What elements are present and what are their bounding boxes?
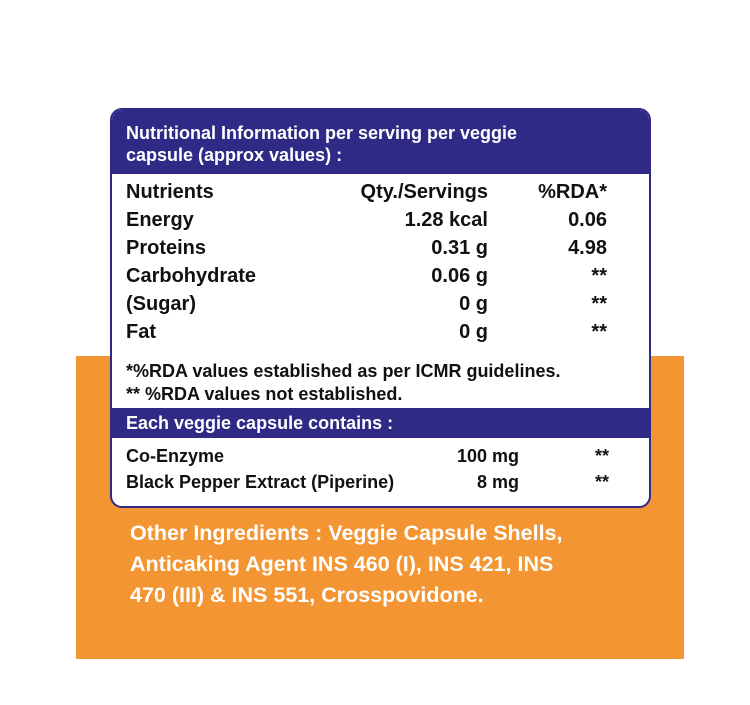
nutrition-title-line2: capsule (approx values) : [126,145,343,165]
ingredient-rda: ** [594,446,609,466]
column-header-nutrients: Nutrients [126,181,214,203]
nutrient-qty: 0.06 g [431,265,488,287]
other-ingredients-line1: Other Ingredients : Veggie Capsule Shell… [130,521,563,545]
nutrition-header-band: Nutritional Information per serving per … [112,110,649,174]
table-row: (Sugar) 0 g ** [112,290,649,318]
footnote-rda-not-established: ** %RDA values not established. [126,384,403,404]
capsule-contents-header-band: Each veggie capsule contains : [112,408,649,438]
other-ingredients-line2: Anticaking Agent INS 460 (I), INS 421, I… [130,552,554,576]
nutrient-name: (Sugar) [126,293,196,315]
nutrient-qty: 0 g [459,293,488,315]
nutrition-info-card: Nutritional Information per serving per … [110,108,651,508]
nutrient-qty: 0.31 g [431,237,488,259]
capsule-contents-title: Each veggie capsule contains : [126,413,394,433]
ingredient-qty: 100 mg [456,446,519,466]
column-header-qty: Qty./Servings [360,181,488,203]
other-ingredients-text: Other Ingredients : Veggie Capsule Shell… [130,518,670,611]
table-row: Fat 0 g ** [112,318,649,346]
ingredient-name: Black Pepper Extract (Piperine) [126,472,395,492]
ingredient-name: Co-Enzyme [126,446,225,466]
nutrition-title-line1: Nutritional Information per serving per … [126,123,518,143]
nutrient-rda: 4.98 [568,237,607,259]
footnote-rda-established: *%RDA values established as per ICMR gui… [126,361,561,381]
nutrient-name: Proteins [126,237,207,259]
table-row: Proteins 0.31 g 4.98 [112,234,649,262]
list-item: Co-Enzyme 100 mg ** [112,443,649,469]
nutrient-name: Energy [126,209,194,231]
nutrient-rda: ** [591,265,607,287]
nutrient-name: Fat [126,321,156,343]
nutrient-name: Carbohydrate [126,265,257,287]
nutrient-qty: 0 g [459,321,488,343]
nutrient-rda: 0.06 [568,209,607,231]
nutrition-table-header-row: Nutrients Qty./Servings %RDA* [112,178,649,206]
other-ingredients-line3: 470 (III) & INS 551, Crosspovidone. [130,583,484,607]
nutrient-qty: 1.28 kcal [404,209,488,231]
table-row: Carbohydrate 0.06 g ** [112,262,649,290]
nutrient-rda: ** [591,321,607,343]
column-header-rda: %RDA* [538,181,607,203]
nutrient-rda: ** [591,293,607,315]
table-row: Energy 1.28 kcal 0.06 [112,206,649,234]
ingredient-qty: 8 mg [476,472,519,492]
ingredient-rda: ** [594,472,609,492]
list-item: Black Pepper Extract (Piperine) 8 mg ** [112,469,649,495]
